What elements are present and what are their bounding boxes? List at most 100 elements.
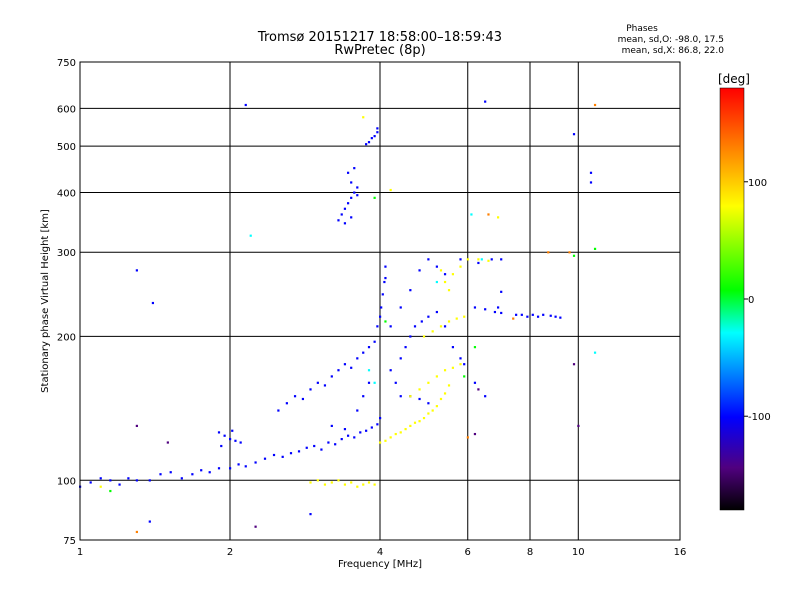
data-point xyxy=(422,416,426,420)
data-point xyxy=(373,135,376,138)
data-point xyxy=(239,441,242,444)
chart-subtitle: RwPretec (8p) xyxy=(334,43,425,58)
data-point xyxy=(379,416,382,420)
y-tick-label: 300 xyxy=(57,248,76,259)
data-point xyxy=(208,471,211,474)
x-tick-label: 2 xyxy=(227,547,233,558)
x-axis-ticks: 1 2 4 6 8 10 16 xyxy=(77,547,687,558)
data-point xyxy=(148,479,151,482)
data-point xyxy=(473,346,477,349)
data-point xyxy=(380,306,383,309)
data-point xyxy=(223,434,226,437)
data-point xyxy=(99,485,102,488)
data-point xyxy=(148,520,151,523)
data-point xyxy=(376,131,379,134)
data-point xyxy=(431,330,434,333)
colorbar-label: [deg] xyxy=(718,72,750,86)
data-point xyxy=(470,213,473,216)
data-point xyxy=(327,441,330,444)
colorbar xyxy=(719,87,745,511)
data-point xyxy=(320,448,323,451)
data-point xyxy=(477,258,480,261)
data-point xyxy=(346,202,350,205)
data-point xyxy=(370,426,373,429)
data-point xyxy=(593,103,597,107)
data-point xyxy=(451,346,455,349)
data-point xyxy=(109,479,112,482)
x-axis-label: Frequency [MHz] xyxy=(338,559,422,570)
data-point xyxy=(249,234,252,237)
data-point xyxy=(350,481,353,484)
data-point xyxy=(356,186,359,189)
data-point xyxy=(473,306,477,309)
data-point xyxy=(217,467,221,470)
y-tick-label: 500 xyxy=(57,142,76,153)
data-point xyxy=(439,397,443,401)
colorbar-tick-label: -100 xyxy=(748,412,771,423)
y-axis-label: Stationary phase Virtual Height [km] xyxy=(40,209,51,393)
data-point xyxy=(413,421,417,424)
data-point xyxy=(394,432,397,436)
data-point xyxy=(536,315,540,318)
data-point xyxy=(323,384,327,387)
data-point xyxy=(459,265,462,268)
data-point xyxy=(435,280,438,284)
data-point xyxy=(353,191,356,194)
data-point xyxy=(373,381,376,384)
data-point xyxy=(427,412,430,415)
data-point xyxy=(359,431,362,434)
data-point xyxy=(435,375,438,378)
data-point xyxy=(413,325,417,328)
data-point xyxy=(394,381,397,384)
data-point xyxy=(466,258,469,261)
data-point xyxy=(443,392,447,395)
data-point xyxy=(135,530,138,534)
data-point xyxy=(477,261,480,265)
data-point xyxy=(515,313,518,316)
data-point xyxy=(169,471,172,474)
data-point xyxy=(313,444,316,448)
data-point xyxy=(356,194,359,197)
data-point xyxy=(370,137,373,140)
data-point xyxy=(559,316,562,319)
data-point xyxy=(383,280,386,284)
data-point xyxy=(384,276,387,280)
data-point xyxy=(422,335,426,338)
colorbar-tick-label: 0 xyxy=(748,295,754,306)
data-point xyxy=(455,317,458,320)
data-point xyxy=(356,357,359,360)
data-point xyxy=(451,273,455,276)
data-point xyxy=(589,171,593,174)
data-point xyxy=(316,479,319,482)
data-point xyxy=(281,455,284,458)
data-point xyxy=(490,258,493,261)
data-point xyxy=(277,409,280,412)
data-point xyxy=(340,437,343,441)
data-point xyxy=(484,395,487,398)
data-point xyxy=(593,351,597,354)
data-point xyxy=(356,409,359,412)
data-point xyxy=(487,213,490,216)
data-point xyxy=(376,127,379,130)
data-point xyxy=(237,463,240,466)
data-point xyxy=(343,363,347,366)
data-point xyxy=(427,315,430,318)
data-point xyxy=(496,306,500,309)
data-point xyxy=(443,280,447,284)
data-point xyxy=(399,357,402,360)
data-point xyxy=(493,310,497,314)
data-point xyxy=(418,388,421,391)
data-point xyxy=(435,265,438,268)
data-point xyxy=(526,315,529,318)
data-point xyxy=(362,351,365,354)
data-point xyxy=(409,335,412,338)
y-tick-label: 750 xyxy=(57,58,76,69)
data-point xyxy=(484,308,487,311)
data-point xyxy=(463,363,466,366)
data-point xyxy=(459,258,462,261)
data-point xyxy=(343,222,347,225)
data-point xyxy=(191,473,194,476)
phases-header: Phases xyxy=(626,24,658,34)
data-points xyxy=(79,100,597,534)
